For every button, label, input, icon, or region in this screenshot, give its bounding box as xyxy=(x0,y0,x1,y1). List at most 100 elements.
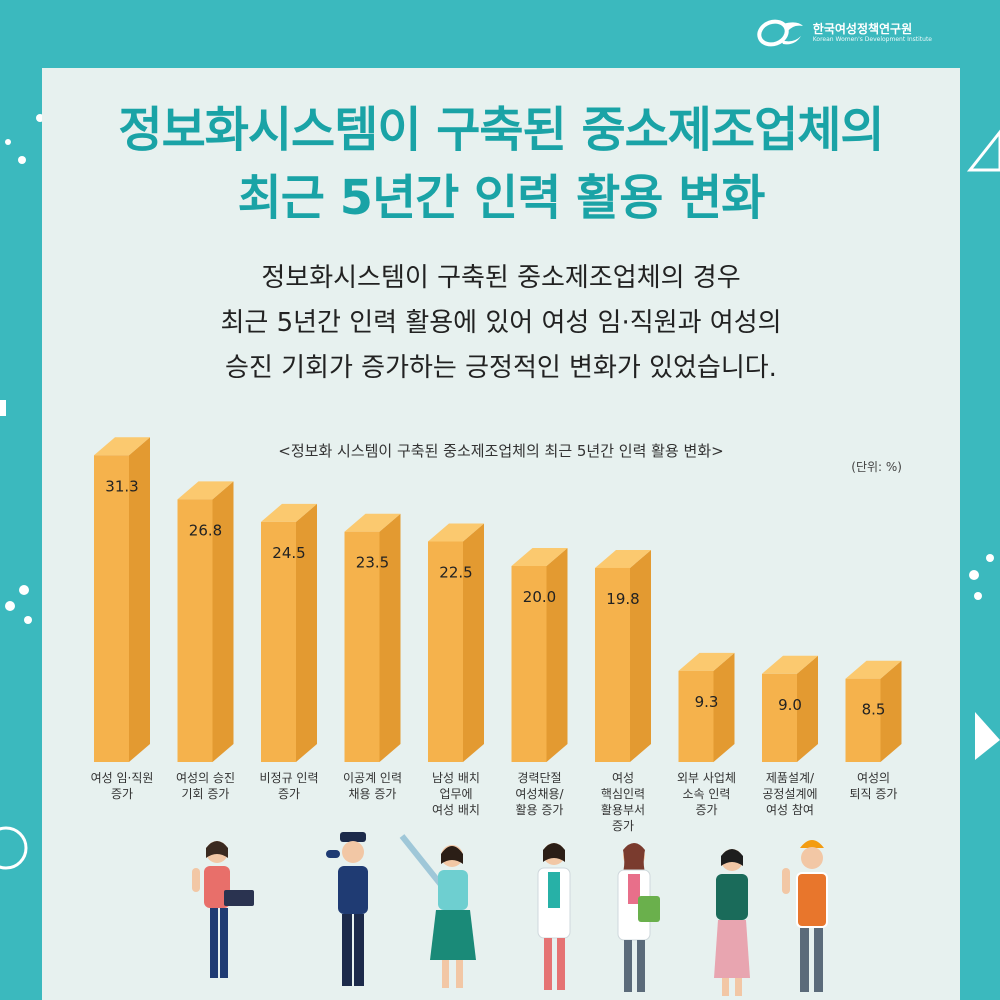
deco-dot xyxy=(5,139,11,145)
data-label: 26.8 xyxy=(189,521,222,539)
bar-top xyxy=(845,660,902,679)
bar-side xyxy=(212,481,234,762)
bar-top xyxy=(762,655,818,674)
category-label: 채용 증가 xyxy=(349,787,397,801)
description-line-1: 정보화시스템이 구축된 중소제조업체의 경우 xyxy=(261,263,741,293)
bar xyxy=(595,567,630,762)
bar-side xyxy=(463,523,484,762)
bar xyxy=(511,566,547,762)
bar-side xyxy=(713,652,735,762)
bar xyxy=(678,670,714,762)
category-label: 여성 참여 xyxy=(766,803,814,817)
bar-top xyxy=(94,437,150,456)
bar-top xyxy=(595,549,651,568)
category-label: 여성 xyxy=(612,771,634,785)
category-label: 활용부서 xyxy=(601,803,645,817)
bar-top xyxy=(428,523,484,542)
data-label: 9.3 xyxy=(695,693,719,711)
data-label: 22.5 xyxy=(439,564,472,582)
construction-worker-figure xyxy=(782,840,828,992)
data-label: 8.5 xyxy=(862,701,886,719)
category-label: 기회 증가 xyxy=(182,787,230,801)
deco-dot xyxy=(18,156,26,164)
chart-unit-label: (단위: %) xyxy=(851,460,902,474)
category-label: 증가 xyxy=(278,787,300,801)
deco-ring xyxy=(0,826,28,870)
deco-dot xyxy=(19,585,29,595)
description-line-2: 최근 5년간 인력 활용에 있어 여성 임·직원과 여성의 xyxy=(220,308,782,338)
category-label: 증가 xyxy=(612,819,634,833)
category-label: 남성 배치 xyxy=(432,771,480,785)
police-officer-figure xyxy=(326,832,368,986)
bar-top xyxy=(511,548,568,566)
nurse-with-syringe-figure xyxy=(399,834,476,988)
bar xyxy=(428,541,463,762)
bar-side xyxy=(880,660,902,762)
data-label: 9.0 xyxy=(778,696,802,714)
data-label: 23.5 xyxy=(356,554,389,572)
category-label: 소속 인력 xyxy=(683,787,731,801)
category-label: 이공계 인력 xyxy=(343,771,402,785)
bar-top xyxy=(678,652,735,671)
bar-top xyxy=(344,513,401,532)
description-line-3: 승진 기회가 증가하는 긍정적인 변화가 있었습니다. xyxy=(225,353,777,383)
category-label: 여성의 승진 xyxy=(176,771,235,785)
brand-logo: 한국여성정책연구원 Korean Women's Development Ins… xyxy=(753,18,932,48)
deco-dot xyxy=(974,592,982,600)
category-label: 외부 사업체 xyxy=(677,771,736,785)
category-label: 퇴직 증가 xyxy=(850,787,898,801)
category-label: 여성 임·직원 xyxy=(91,771,154,785)
category-label: 활용 증가 xyxy=(516,803,564,817)
bar xyxy=(94,455,129,762)
deco-triangle xyxy=(966,129,1000,172)
category-label: 핵심인력 xyxy=(601,787,645,801)
category-label: 제품설계/ xyxy=(766,771,815,785)
category-label: 증가 xyxy=(695,803,717,817)
woman-with-laptop-figure xyxy=(192,841,254,978)
data-label: 19.8 xyxy=(606,590,639,608)
bar-side xyxy=(630,549,651,762)
deco-dot xyxy=(5,601,15,611)
deco-dot xyxy=(986,554,994,562)
chart-title: <정보화 시스템이 구축된 중소제조업체의 최근 5년간 인력 활용 변화> xyxy=(278,442,724,460)
deco-triangle xyxy=(975,712,1000,760)
bar-top xyxy=(177,481,234,500)
category-label: 업무에 xyxy=(439,787,472,801)
bar xyxy=(177,499,213,762)
bar xyxy=(344,531,380,762)
category-label: 증가 xyxy=(111,787,133,801)
bar-top xyxy=(261,503,317,522)
category-label: 여성의 xyxy=(857,771,890,785)
category-label: 경력단절 xyxy=(517,771,561,785)
bar-side xyxy=(296,503,317,762)
bar-side xyxy=(379,513,401,762)
bar-side xyxy=(797,655,818,762)
brand-name: 한국여성정책연구원 xyxy=(812,22,913,36)
deco-dot xyxy=(969,570,979,580)
content-panel: 정보화시스템이 구축된 중소제조업체의 최근 5년간 인력 활용 변화 정보화시… xyxy=(42,68,960,1000)
category-label: 여성 배치 xyxy=(432,803,480,817)
bar xyxy=(261,521,296,762)
bar-side xyxy=(129,437,150,762)
bar xyxy=(845,678,881,762)
brand-emblem-icon xyxy=(757,19,803,47)
category-label: 여성채용/ xyxy=(515,787,564,801)
office-worker-figure xyxy=(714,849,750,996)
deco-dot xyxy=(24,616,32,624)
scientist-figure xyxy=(537,843,571,990)
bar-side xyxy=(546,548,568,762)
deco-bar xyxy=(0,400,6,416)
people-illustration xyxy=(192,832,828,996)
page-title: 정보화시스템이 구축된 중소제조업체의 최근 5년간 인력 활용 변화 xyxy=(42,96,960,232)
data-label: 24.5 xyxy=(272,544,305,562)
title-line-2: 최근 5년간 인력 활용 변화 xyxy=(237,170,766,226)
brand-english-name: Korean Women's Development Institute xyxy=(812,36,932,43)
category-label: 공정설계에 xyxy=(762,787,817,801)
data-label: 31.3 xyxy=(105,477,138,495)
description: 정보화시스템이 구축된 중소제조업체의 경우 최근 5년간 인력 활용에 있어 … xyxy=(42,256,960,391)
bar xyxy=(762,673,797,762)
title-line-1: 정보화시스템이 구축된 중소제조업체의 xyxy=(118,102,884,158)
data-label: 20.0 xyxy=(523,588,556,606)
